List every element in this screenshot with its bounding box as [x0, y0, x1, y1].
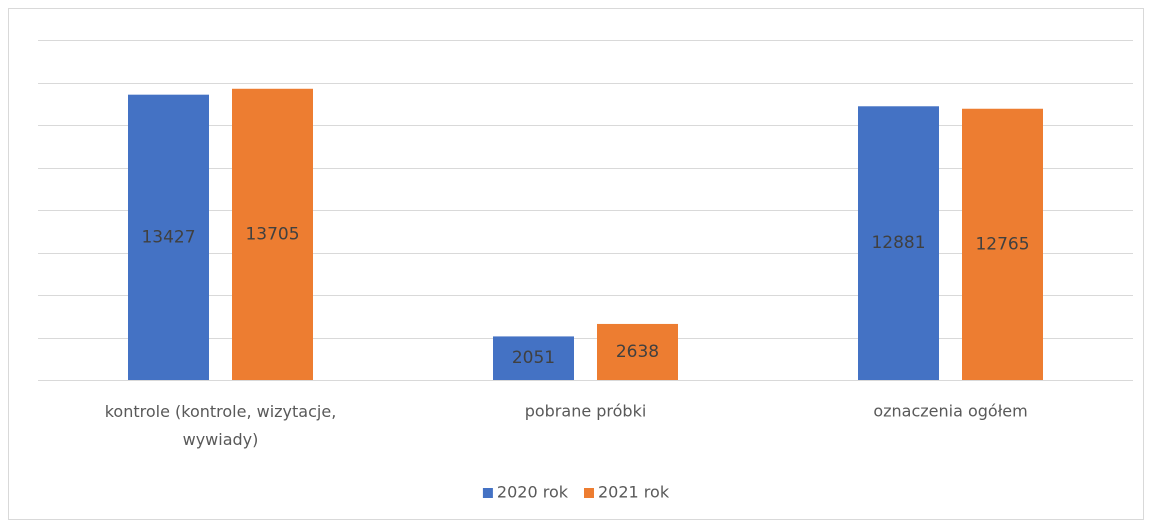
- x-tick-label: kontrole (kontrole, wizytacje, wywiady): [105, 402, 337, 449]
- legend-label: 2020 rok: [497, 483, 569, 502]
- x-tick-label: pobrane próbki: [525, 402, 647, 421]
- data-label: 2051: [512, 348, 555, 368]
- data-label: 13705: [245, 224, 299, 244]
- data-label: 12881: [871, 233, 925, 253]
- bar: [858, 106, 939, 380]
- legend-label: 2021 rok: [598, 483, 670, 502]
- x-tick-label: oznaczenia ogółem: [873, 402, 1027, 421]
- bar: [597, 323, 678, 380]
- data-label: 12765: [975, 234, 1029, 254]
- legend-swatch: [482, 488, 493, 498]
- data-label: 13427: [141, 227, 195, 247]
- legend-swatch: [584, 488, 594, 498]
- bar: [232, 88, 313, 381]
- bar: [493, 336, 574, 380]
- bar: [128, 94, 209, 381]
- data-label: 2638: [616, 342, 659, 362]
- bar: [962, 108, 1043, 381]
